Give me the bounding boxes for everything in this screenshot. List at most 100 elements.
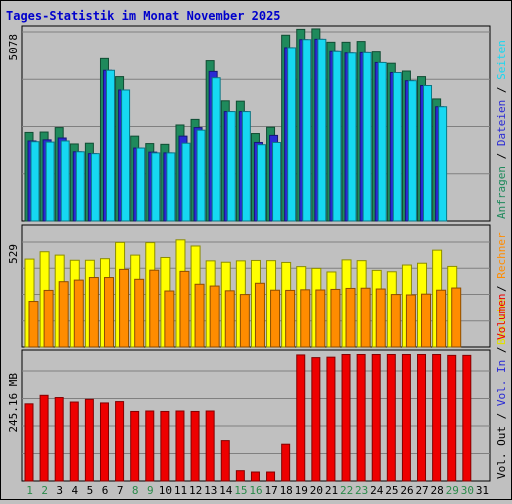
bar-rechner-day-12 <box>194 283 205 348</box>
bar-seiten-day-2 <box>45 141 55 222</box>
bar-volumen-day-1 <box>24 403 34 482</box>
bar-volumen-day-29 <box>447 354 457 482</box>
legend-entry: Rechner <box>495 232 508 279</box>
legend-entry: Anfragen <box>495 166 508 219</box>
bar-rechner-day-17 <box>270 289 281 348</box>
legend-entry: Volumen <box>495 294 508 340</box>
bar-volumen-day-4 <box>69 401 79 482</box>
x-tick-label-26: 26 <box>400 484 413 497</box>
x-tick-label-14: 14 <box>219 484 233 497</box>
chart-title: Tages-Statistik im Monat November 2025 <box>6 9 281 23</box>
bar-volumen-day-27 <box>417 354 427 482</box>
bar-seiten-day-5 <box>90 153 100 222</box>
legend-entry: Seiten <box>495 40 508 80</box>
bar-rechner-day-6 <box>103 277 114 348</box>
x-tick-label-18: 18 <box>280 484 293 497</box>
x-tick-label-25: 25 <box>385 484 398 497</box>
bar-volumen-day-8 <box>130 410 140 482</box>
bar-rechner-day-19 <box>300 289 311 348</box>
bar-seiten-day-15 <box>241 111 251 222</box>
x-tick-label-10: 10 <box>159 484 172 497</box>
bar-seiten-day-12 <box>196 129 206 222</box>
middle-series-rechner <box>28 268 462 348</box>
bar-volumen-day-21 <box>326 356 336 482</box>
x-tick-label-24: 24 <box>370 484 384 497</box>
legend-entry: / <box>495 80 508 100</box>
bar-seiten-day-20 <box>317 38 327 222</box>
legend-entry: / <box>495 340 508 360</box>
bar-rechner-day-7 <box>119 268 130 348</box>
bottom-bars <box>24 354 472 482</box>
x-tick-label-2: 2 <box>41 484 48 497</box>
legend-entry: / <box>495 406 508 426</box>
legend-entry: Besuche <box>495 299 508 345</box>
bar-rechner-day-16 <box>254 282 265 348</box>
bar-volumen-day-2 <box>39 394 49 482</box>
bar-seiten-day-1 <box>30 141 40 222</box>
bar-volumen-day-24 <box>371 354 381 482</box>
bar-volumen-day-12 <box>190 410 200 482</box>
bar-volumen-day-10 <box>160 410 170 482</box>
bar-rechner-day-18 <box>285 289 296 348</box>
bar-seiten-day-13 <box>211 77 221 222</box>
middle-legend-label: Besuche / Rechner <box>495 232 508 345</box>
x-tick-label-27: 27 <box>415 484 428 497</box>
bottom-legend-label: Vol. Out / Vol. In / Volumen <box>495 294 508 479</box>
legend-entry: Dateien <box>495 100 508 146</box>
bar-volumen-day-20 <box>311 357 321 482</box>
x-tick-label-6: 6 <box>102 484 109 497</box>
bar-volumen-day-22 <box>341 354 351 482</box>
bar-seiten-day-8 <box>136 147 146 222</box>
legend-entry: / <box>495 279 508 299</box>
legend-entry: / <box>495 146 508 166</box>
x-tick-label-7: 7 <box>117 484 124 497</box>
bar-rechner-day-1 <box>28 301 39 348</box>
x-tick-label-28: 28 <box>431 484 444 497</box>
bar-rechner-day-13 <box>209 285 220 348</box>
legend-entry: Vol. Out <box>495 426 508 479</box>
middle-max-label: 529 <box>7 244 20 264</box>
bar-rechner-day-28 <box>436 289 447 348</box>
x-tick-label-5: 5 <box>87 484 94 497</box>
x-axis-day-labels: 1 2 3 4 5 6 7 8 9 10 11 12 13 14 15 16 17 18 19 20 21 22 23 24 2… <box>26 484 489 497</box>
bar-rechner-day-15 <box>239 294 250 348</box>
bar-volumen-day-23 <box>356 354 366 482</box>
bar-volumen-day-6 <box>99 402 109 482</box>
bar-volumen-day-9 <box>145 410 155 482</box>
legend-entry: Vol. In <box>495 360 508 406</box>
x-tick-label-31: 31 <box>476 484 489 497</box>
bar-rechner-day-26 <box>405 294 416 348</box>
bar-seiten-day-27 <box>423 85 433 222</box>
bar-seiten-day-4 <box>75 151 85 222</box>
x-tick-label-1: 1 <box>26 484 33 497</box>
bar-seiten-day-28 <box>438 106 448 222</box>
bar-volumen-day-26 <box>401 354 411 482</box>
bottom-panel: 245.16 MB Vol. Out / Vol. In / Volumen <box>7 294 508 482</box>
bar-rechner-day-24 <box>375 288 386 348</box>
bar-volumen-day-17 <box>266 471 276 482</box>
bar-volumen-day-7 <box>115 401 125 482</box>
bar-seiten-day-23 <box>362 51 372 222</box>
bar-volumen-day-15 <box>235 470 245 482</box>
top-legend-label: Anfragen / Dateien / Seiten <box>495 40 508 219</box>
bar-seiten-day-17 <box>272 141 282 222</box>
bottom-max-label: 245.16 MB <box>7 373 20 433</box>
bar-volumen-day-25 <box>386 354 396 482</box>
bar-volumen-day-28 <box>432 354 442 482</box>
bar-rechner-day-25 <box>390 294 401 348</box>
bar-volumen-day-11 <box>175 410 185 482</box>
x-tick-label-8: 8 <box>132 484 139 497</box>
x-tick-label-19: 19 <box>295 484 308 497</box>
bar-seiten-day-11 <box>181 142 191 222</box>
bar-seiten-day-3 <box>60 140 70 222</box>
bar-rechner-day-23 <box>360 287 371 348</box>
x-tick-label-20: 20 <box>310 484 323 497</box>
bar-rechner-day-21 <box>330 288 341 348</box>
x-tick-label-21: 21 <box>325 484 338 497</box>
bar-rechner-day-2 <box>43 289 54 348</box>
bar-seiten-day-19 <box>302 39 312 222</box>
middle-panel: 529 Besuche / Rechner <box>7 224 508 348</box>
bar-seiten-day-10 <box>166 152 176 222</box>
bar-rechner-day-29 <box>451 287 462 348</box>
